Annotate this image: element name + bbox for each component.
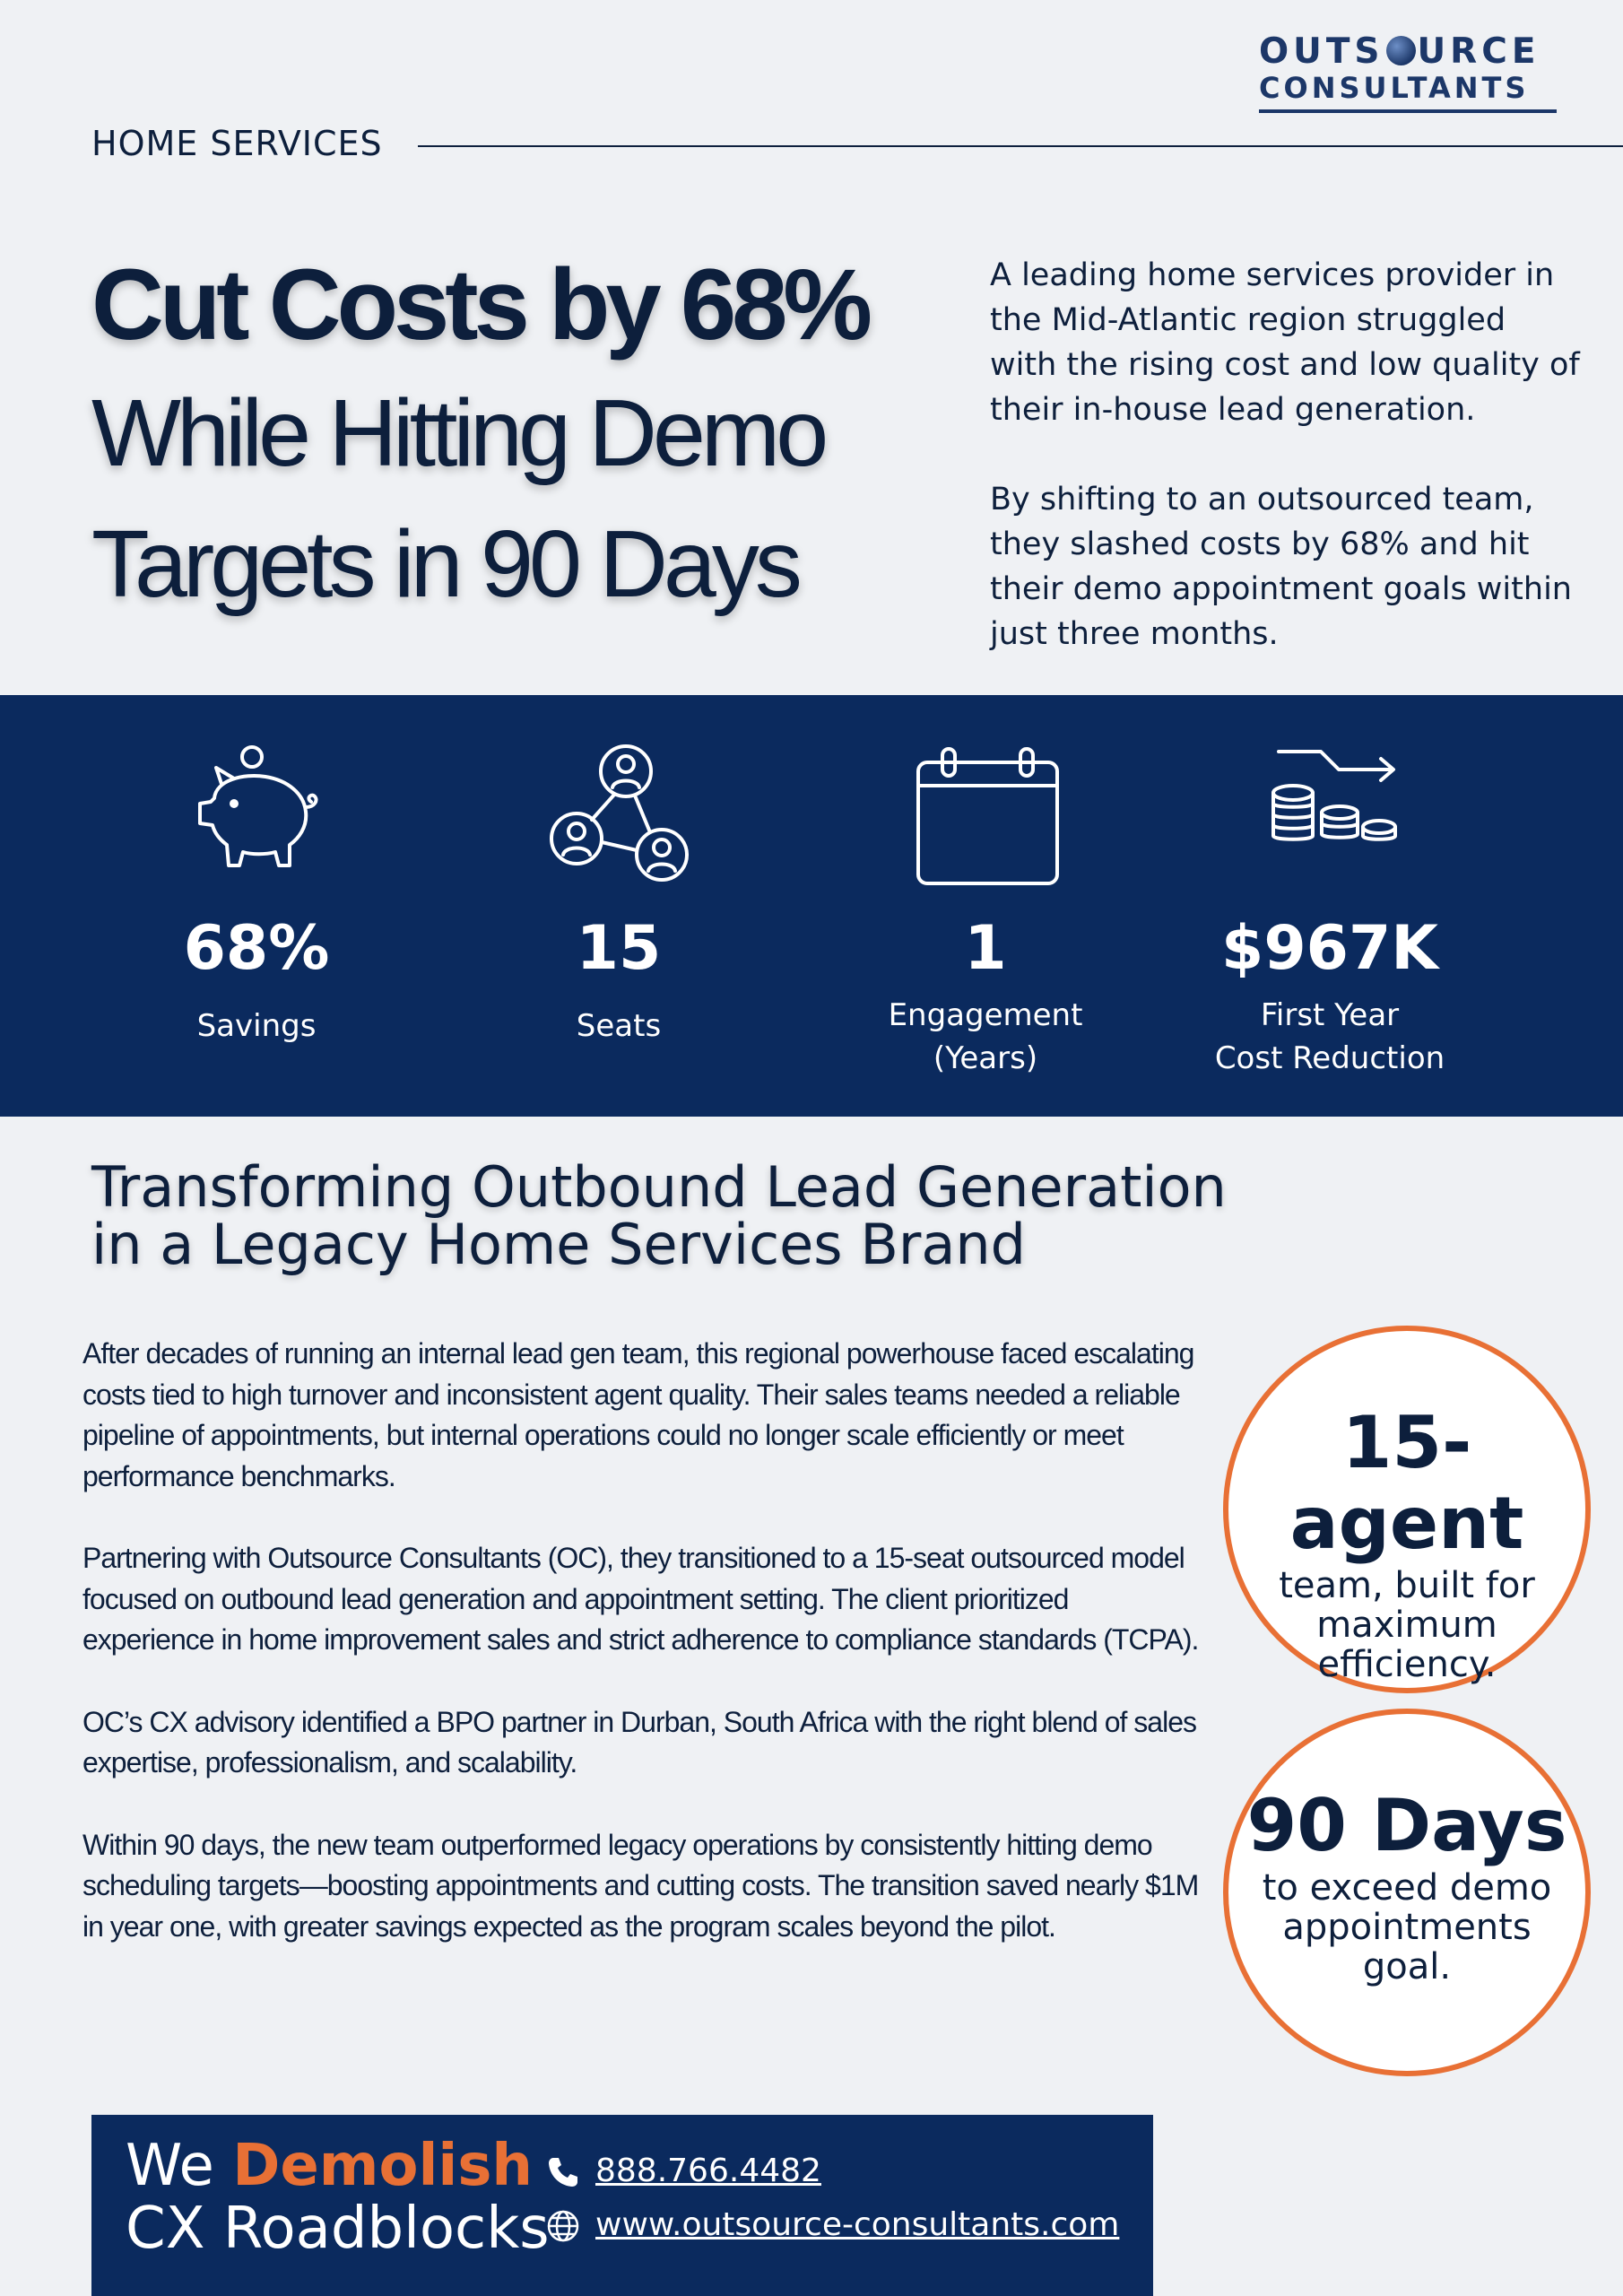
headline-line-1: Cut Costs by 68% — [91, 248, 872, 361]
callout-agents: 15-agent team, built for maximum efficie… — [1223, 1326, 1591, 1693]
callout-caption-line-3: efficiency. — [1317, 1644, 1497, 1685]
callout-headline: 90 Days — [1246, 1784, 1567, 1867]
logo-line-1: OUTS URCE — [1259, 32, 1560, 72]
stat-label-line-2: (Years) — [933, 1040, 1038, 1076]
case-study-body: After decades of running an internal lea… — [82, 1334, 1203, 1988]
callout-caption-line-2: maximum — [1316, 1605, 1497, 1646]
section-tag-divider — [418, 145, 1623, 147]
logo-text-b: URCE — [1417, 31, 1541, 72]
callout-caption: team, built for maximum efficiency. — [1228, 1566, 1585, 1684]
footer-banner: We Demolish CX Roadblocks 888.766.4482 w… — [91, 2115, 1153, 2296]
intro-text: A leading home services provider in the … — [990, 253, 1582, 701]
callout-days: 90 Days to exceed demo appointments goal… — [1223, 1709, 1591, 2076]
callout-caption-line-1: to exceed demo — [1262, 1867, 1552, 1909]
stat-cost-reduction: $967K First Year Cost Reduction — [1177, 695, 1482, 1080]
stat-value: 15 — [576, 913, 662, 984]
intro-paragraph-2: By shifting to an outsourced team, they … — [990, 482, 1572, 652]
stat-label: First Year Cost Reduction — [1177, 994, 1482, 1080]
website-link[interactable]: www.outsource-consultants.com — [547, 2206, 1120, 2243]
headline-line-2: While Hitting Demo — [91, 380, 829, 486]
headline-line-3: Targets in 90 Days — [91, 511, 803, 617]
callout-caption-line-2: appointments — [1282, 1907, 1532, 1948]
tagline-line-2: CX Roadblocks — [126, 2196, 550, 2262]
logo-underline — [1259, 109, 1557, 113]
section-tag: HOME SERVICES — [91, 124, 383, 163]
stat-value: 68% — [183, 913, 330, 984]
section-title-line-2: in a Legacy Home Services Brand — [91, 1212, 1026, 1277]
callout-caption-line-3: goal. — [1362, 1946, 1452, 1987]
stat-label-line-2: Cost Reduction — [1214, 1040, 1445, 1076]
stat-savings: 68% Savings — [104, 695, 409, 1048]
stat-label-line-1: Savings — [196, 1008, 317, 1044]
stats-band: 68% Savings 15 Seats — [0, 695, 1623, 1117]
logo-line-2: CONSULTANTS — [1259, 71, 1530, 105]
stat-label-line-1: Engagement — [888, 997, 1083, 1033]
body-paragraph-1: After decades of running an internal lea… — [82, 1337, 1194, 1492]
section-title: Transforming Outbound Lead Generation in… — [91, 1159, 1257, 1274]
calendar-icon — [833, 744, 1138, 897]
intro-paragraph-1: A leading home services provider in the … — [990, 257, 1580, 428]
tagline-line-1: We Demolish — [126, 2135, 550, 2197]
stat-label-line-1: Seats — [576, 1008, 662, 1044]
website-url[interactable]: www.outsource-consultants.com — [595, 2206, 1120, 2243]
stat-label: Savings — [104, 1004, 409, 1048]
tagline-accent: Demolish — [232, 2133, 533, 2199]
stat-label-line-1: First Year — [1260, 997, 1400, 1033]
section-title-line-1: Transforming Outbound Lead Generation — [91, 1154, 1227, 1220]
piggy-bank-icon — [104, 744, 409, 897]
callout-caption-line-1: team, built for — [1279, 1565, 1535, 1606]
callout-caption: to exceed demo appointments goal. — [1228, 1868, 1585, 1987]
globe-icon — [547, 2210, 579, 2242]
coins-decrease-icon — [1177, 744, 1482, 897]
stat-value: $967K — [1221, 913, 1438, 984]
body-paragraph-2: Partnering with Outsource Consultants (O… — [82, 1542, 1199, 1656]
stat-label: Seats — [466, 1004, 771, 1048]
headline: Cut Costs by 68% While Hitting Demo Targ… — [91, 242, 952, 630]
team-network-icon — [466, 744, 771, 897]
stat-engagement: 1 Engagement (Years) — [833, 695, 1138, 1080]
body-paragraph-3: OC’s CX advisory identified a BPO partne… — [82, 1705, 1197, 1779]
phone-icon — [549, 2158, 577, 2187]
tagline-we: We — [126, 2133, 214, 2199]
company-logo: OUTS URCE CONSULTANTS — [1259, 32, 1560, 113]
phone-number[interactable]: 888.766.4482 — [595, 2152, 821, 2189]
phone-link[interactable]: 888.766.4482 — [549, 2152, 821, 2189]
stat-value: 1 — [964, 913, 1007, 984]
stat-seats: 15 Seats — [466, 695, 771, 1048]
body-paragraph-4: Within 90 days, the new team outperforme… — [82, 1828, 1199, 1943]
logo-text-a: OUTS — [1259, 31, 1384, 72]
globe-icon — [1385, 36, 1416, 65]
stat-label: Engagement (Years) — [833, 994, 1138, 1080]
footer-tagline: We Demolish CX Roadblocks — [126, 2135, 550, 2260]
callout-headline: 15-agent — [1289, 1401, 1524, 1565]
